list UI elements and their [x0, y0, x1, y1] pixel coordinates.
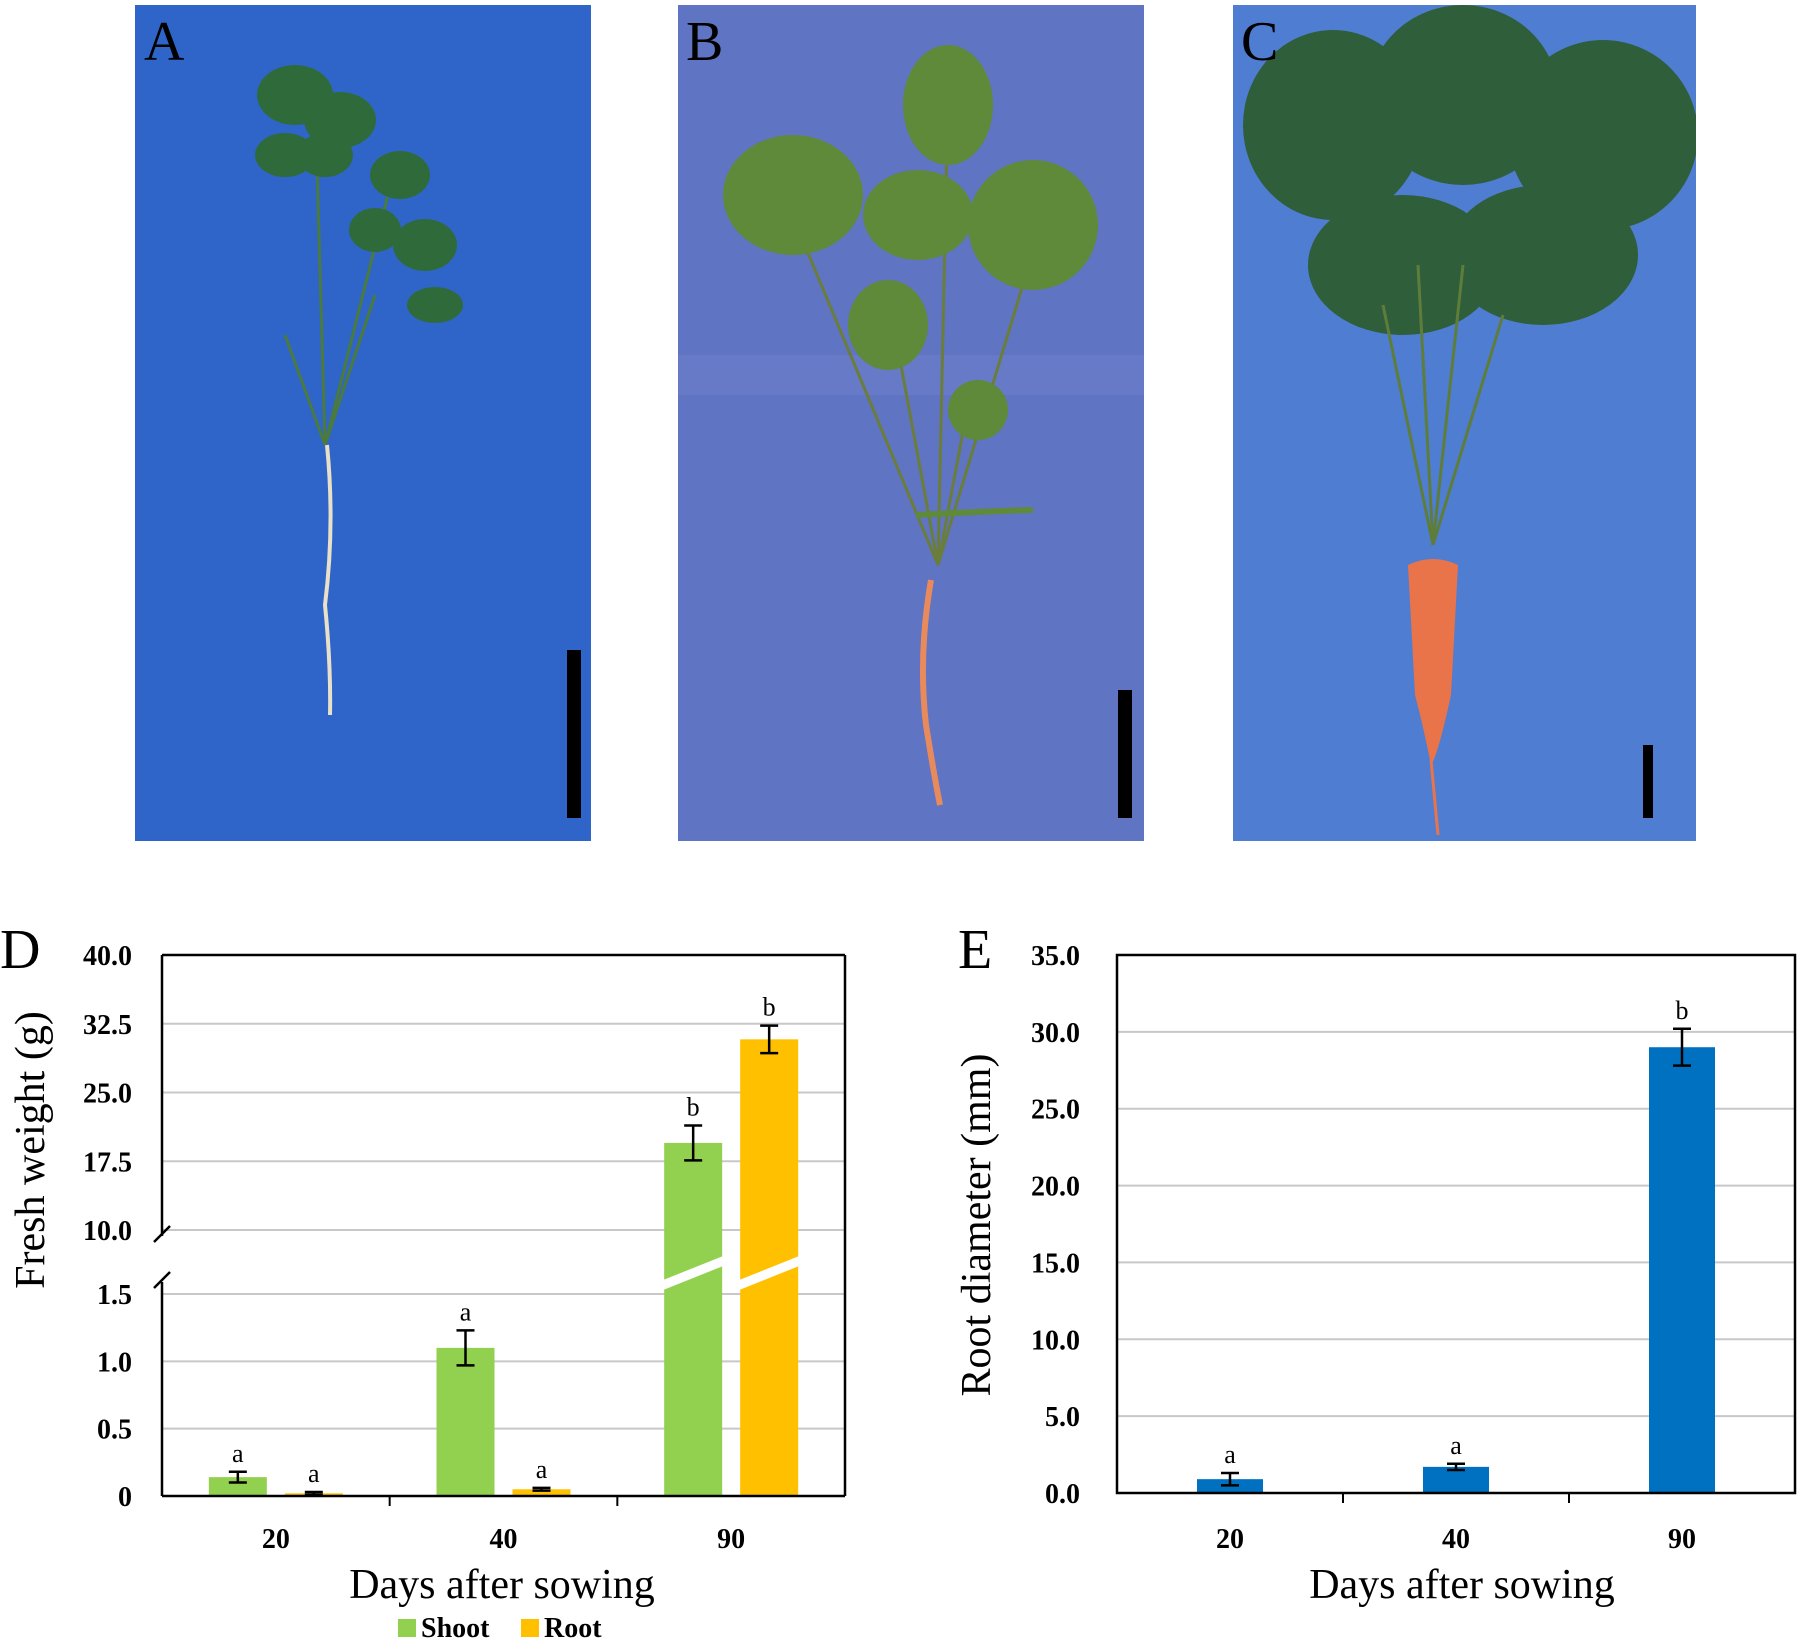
- x-tick-label: 20: [262, 1524, 290, 1555]
- significance-letter: a: [1450, 1431, 1462, 1460]
- y-tick-label: 10.0: [1031, 1325, 1080, 1356]
- panel-label-b: B: [686, 11, 724, 73]
- chart-e-axes: [1115, 953, 1797, 1503]
- significance-letter: a: [536, 1455, 548, 1484]
- chart-e-y-axis-title: Root diameter (mm): [954, 1054, 1000, 1397]
- y-tick-label: 0.0: [1045, 1479, 1080, 1510]
- bar-shoot-20: [208, 1477, 267, 1496]
- chart-d-x-axis-title: Days after sowing: [349, 1562, 655, 1608]
- y-tick-label: 0: [118, 1482, 132, 1513]
- bar-root-diameter-20: [1197, 1479, 1263, 1493]
- seedling-20-days-image: [135, 5, 591, 841]
- legend-swatch-shoot: [398, 1619, 416, 1637]
- significance-letter: a: [232, 1439, 244, 1468]
- y-tick-label: 40.0: [83, 941, 132, 972]
- seedling-root: [322, 444, 333, 716]
- x-tick-label: 90: [717, 1524, 745, 1555]
- x-tick-label: 40: [490, 1524, 518, 1555]
- y-tick-label: 1.5: [97, 1280, 132, 1311]
- significance-letter: a: [1224, 1440, 1236, 1469]
- bar-root-90: [740, 1039, 799, 1496]
- carrot-taproot: [1408, 559, 1458, 765]
- carrot-petioles: [1381, 264, 1505, 546]
- y-tick-label: 32.5: [83, 1010, 132, 1041]
- legend-swatch-root: [521, 1619, 539, 1637]
- plant-leaf-blade: [915, 507, 1034, 518]
- chart-d-gridlines: [162, 1022, 845, 1430]
- chart-d-tick-labels: 0 0.5 1.0 1.5 10.0 17.5 25.0 32.5 40.0 20 40 90: [83, 941, 745, 1555]
- chart-d-bars: a a a a b b: [208, 993, 805, 1496]
- y-tick-label: 1.0: [97, 1347, 132, 1378]
- carrot-root-tip: [1429, 759, 1440, 836]
- bar-root-40: [512, 1489, 571, 1496]
- scale-bar-a: [567, 650, 581, 818]
- y-tick-label: 30.0: [1031, 1018, 1080, 1049]
- y-tick-label: 20.0: [1031, 1172, 1080, 1203]
- y-tick-label: 25.0: [1031, 1095, 1080, 1126]
- y-tick-label: 17.5: [83, 1147, 132, 1178]
- y-tick-label: 35.0: [1031, 941, 1080, 972]
- legend-label-shoot: Shoot: [421, 1613, 490, 1641]
- significance-letter: a: [308, 1459, 320, 1488]
- scale-bar-c: [1643, 745, 1653, 818]
- bar-break-mark: [658, 1254, 729, 1292]
- y-tick-label: 0.5: [97, 1415, 132, 1446]
- photo-panel-c: [1233, 5, 1696, 841]
- plant-leaves: [723, 45, 1098, 440]
- panel-label-c: C: [1241, 11, 1279, 73]
- plot-border: [1115, 953, 1797, 1495]
- bar-root-diameter-40: [1423, 1466, 1489, 1493]
- chart-e-bars: a a b: [1197, 996, 1715, 1493]
- seedling-leaves: [255, 65, 463, 323]
- scale-bar-b: [1118, 690, 1132, 818]
- y-tick-label: 5.0: [1045, 1402, 1080, 1433]
- axis-break-mark: [153, 1225, 171, 1243]
- bar-root-diameter-90: [1649, 1047, 1715, 1493]
- bar-break-mark: [734, 1254, 805, 1292]
- significance-letter: b: [763, 993, 776, 1022]
- chart-d-legend: Shoot Root: [398, 1613, 602, 1641]
- chart-d-y-axis-title: Fresh weight (g): [8, 1011, 54, 1289]
- plant-root: [919, 579, 943, 806]
- significance-letter: b: [687, 1093, 700, 1122]
- panel-label-d: D: [0, 919, 40, 981]
- axis-break-mark: [153, 1271, 171, 1289]
- chart-e-x-axis-title: Days after sowing: [1309, 1562, 1615, 1608]
- photo-panel-b: [678, 5, 1144, 841]
- panel-label-e: E: [958, 919, 992, 981]
- seedling-40-days-image: [678, 5, 1144, 841]
- blue-cloth-background: [135, 5, 591, 841]
- x-tick-label: 40: [1442, 1524, 1470, 1555]
- panel-label-a: A: [144, 11, 185, 73]
- y-tick-label: 25.0: [83, 1079, 132, 1110]
- photo-panel-a: [135, 5, 591, 841]
- legend-label-root: Root: [544, 1613, 602, 1641]
- y-tick-label: 10.0: [83, 1216, 132, 1247]
- x-tick-label: 90: [1668, 1524, 1696, 1555]
- significance-letter: a: [460, 1297, 472, 1326]
- chart-e-tick-labels: 0.0 5.0 10.0 15.0 20.0 25.0 30.0 35.0 20 40 90: [1031, 941, 1696, 1555]
- x-tick-label: 20: [1216, 1524, 1244, 1555]
- bar-shoot-40: [436, 1347, 495, 1496]
- bar-root-20: [284, 1493, 343, 1496]
- significance-letter: b: [1676, 996, 1689, 1025]
- y-tick-label: 15.0: [1031, 1248, 1080, 1279]
- chart-d-axes: [153, 953, 847, 1506]
- carrot-90-days-image: [1233, 5, 1696, 841]
- bar-shoot-90: [664, 1142, 723, 1496]
- chart-e-gridlines: [1117, 1030, 1795, 1418]
- carrot-foliage: [1243, 5, 1696, 335]
